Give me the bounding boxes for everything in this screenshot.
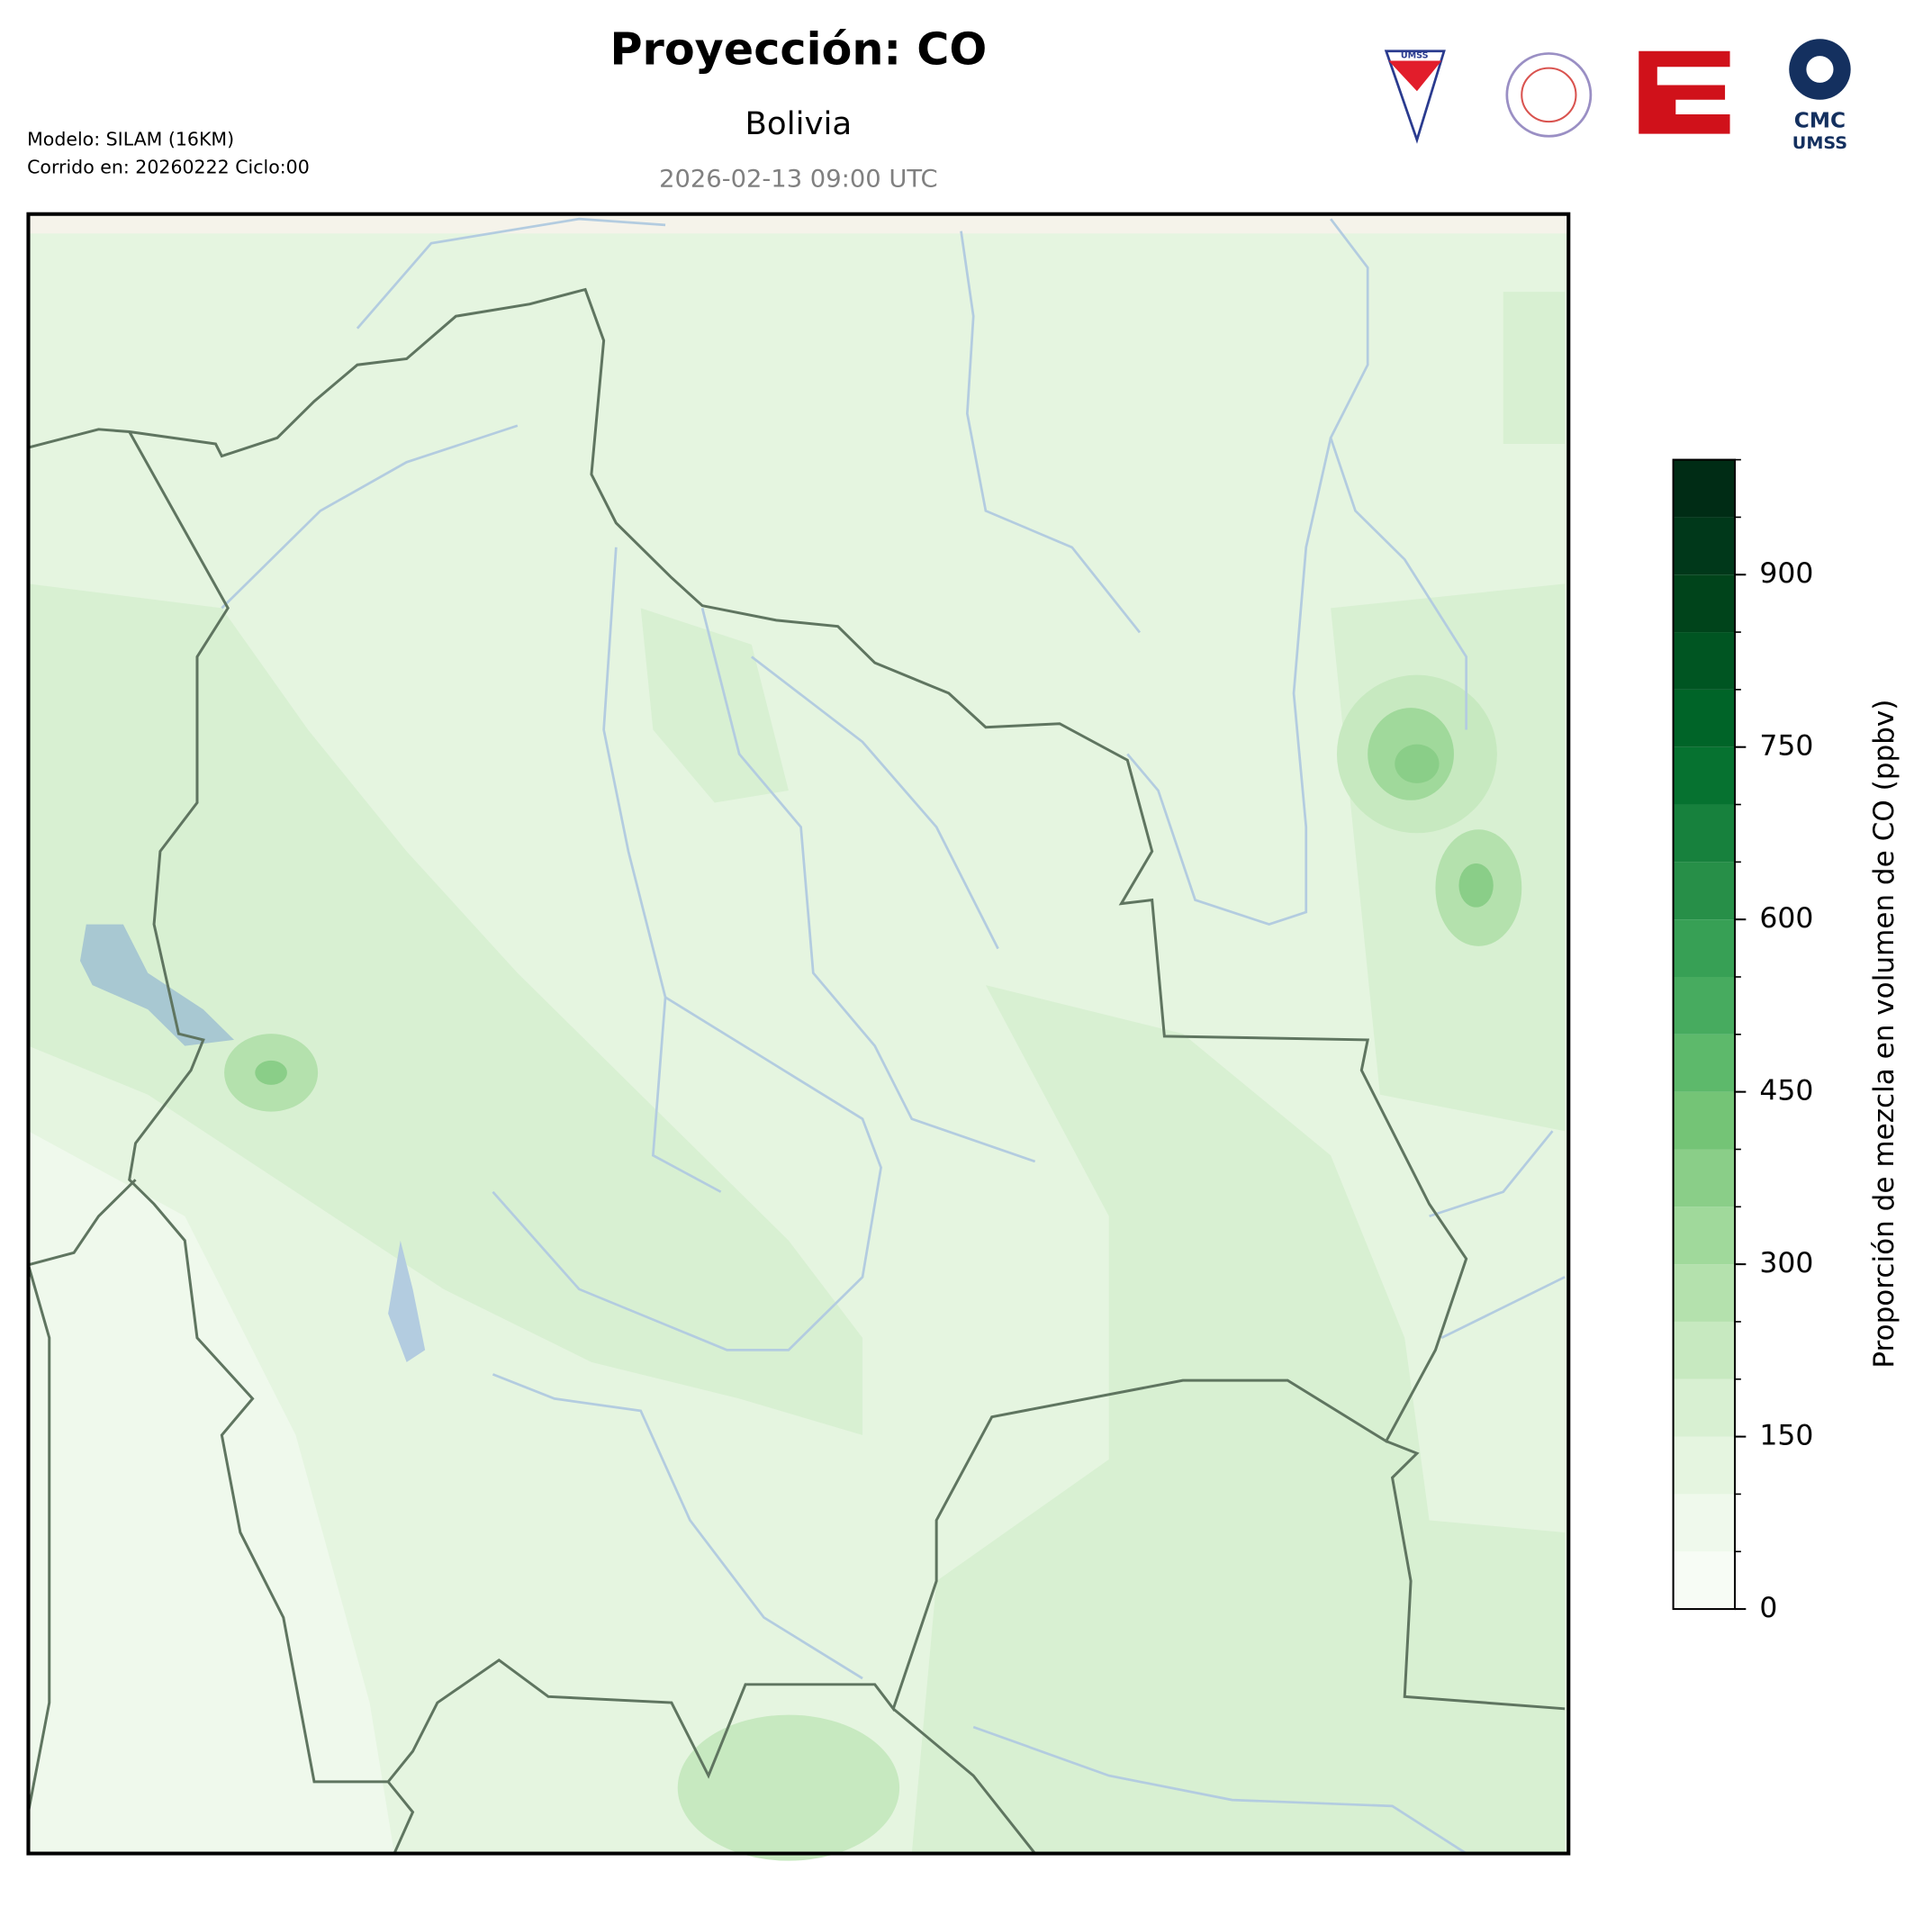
river xyxy=(972,1725,1467,1855)
river xyxy=(1329,218,1468,730)
tick-label: 600 xyxy=(1759,902,1813,935)
colorbar-band xyxy=(1673,1551,1736,1610)
tick-label: 0 xyxy=(1759,1592,1777,1624)
cmc-text: CMC xyxy=(1794,110,1846,133)
country-border xyxy=(26,1264,51,1812)
colorbar-band xyxy=(1673,1436,1736,1495)
low-region xyxy=(28,1131,394,1854)
east-region xyxy=(911,985,1566,1854)
colorbar-band xyxy=(1673,977,1736,1035)
river xyxy=(751,655,999,950)
colorbar-band xyxy=(1673,459,1736,518)
date: 2026-02-13 09:00 UTC xyxy=(659,166,938,194)
physics-seal xyxy=(1505,52,1593,138)
run-info: Corrido en: 20260222 Ciclo:00 xyxy=(27,156,310,177)
hotspot xyxy=(1395,744,1440,783)
red-logo xyxy=(1639,50,1730,134)
model-info: Modelo: SILAM (16KM) xyxy=(27,128,234,149)
colorbar-band xyxy=(1673,919,1736,978)
colorbar-band xyxy=(1673,804,1736,863)
colorbar: 0 150 300 450 600 750 900 xyxy=(1672,458,1813,1624)
river xyxy=(1429,1130,1554,1218)
country-border xyxy=(28,1179,137,1267)
colorbar-band xyxy=(1673,746,1736,805)
colorbar-band xyxy=(1673,1494,1736,1552)
cmc-circle-inner xyxy=(1806,56,1834,83)
map-top-band xyxy=(28,213,1569,234)
cmc-sub-text: UMSS xyxy=(1792,133,1847,153)
country-border xyxy=(1386,1440,1566,1711)
river xyxy=(356,217,666,330)
colorbar-band xyxy=(1673,1091,1736,1150)
tick-label: 300 xyxy=(1759,1247,1813,1279)
corner-region xyxy=(1503,292,1566,445)
logos: UMSS CMC UMSS xyxy=(1384,39,1851,153)
lake-poopo xyxy=(388,1240,426,1362)
river xyxy=(700,608,1036,1163)
river xyxy=(1126,437,1332,926)
umss-shield-text: UMSS xyxy=(1401,51,1429,61)
river xyxy=(492,996,882,1351)
title: Proyección: CO xyxy=(609,24,987,76)
tick-label: 900 xyxy=(1759,557,1813,590)
colorbar-band xyxy=(1673,1264,1736,1322)
colorbar-band xyxy=(1673,862,1736,920)
hotspot xyxy=(1458,863,1494,908)
tick-label: 450 xyxy=(1759,1075,1813,1107)
country-border xyxy=(28,287,1468,1784)
colorbar-band xyxy=(1673,1207,1736,1265)
river xyxy=(221,424,519,610)
umss-shield-red xyxy=(1388,60,1442,92)
west-region xyxy=(28,583,863,1435)
river xyxy=(602,547,722,1193)
colorbar-band xyxy=(1673,574,1736,633)
river xyxy=(1440,1276,1566,1340)
colorbar-band xyxy=(1673,517,1736,575)
map-frame xyxy=(26,212,1571,1856)
tick-label: 750 xyxy=(1759,730,1813,763)
colorbar-label: Proporción de mezcla en volumen de CO (p… xyxy=(1868,700,1900,1369)
subtitle: Bolivia xyxy=(745,105,853,142)
colorbar-band xyxy=(1673,632,1736,690)
country-border xyxy=(386,1780,415,1855)
colorbar-band xyxy=(1673,1378,1736,1437)
map xyxy=(26,212,1571,1861)
colorbar-band xyxy=(1673,1321,1736,1379)
hotspot xyxy=(255,1060,287,1085)
south-region xyxy=(677,1714,900,1861)
river xyxy=(960,230,1142,634)
lake-titicaca xyxy=(79,924,235,1046)
colorbar-band xyxy=(1673,689,1736,747)
tick-label: 150 xyxy=(1759,1420,1813,1452)
colorbar-band xyxy=(1673,1034,1736,1092)
river xyxy=(492,1373,863,1680)
colorbar-band xyxy=(1673,1149,1736,1207)
physics-seal-inner xyxy=(1521,67,1577,123)
country-border xyxy=(892,1707,1036,1855)
